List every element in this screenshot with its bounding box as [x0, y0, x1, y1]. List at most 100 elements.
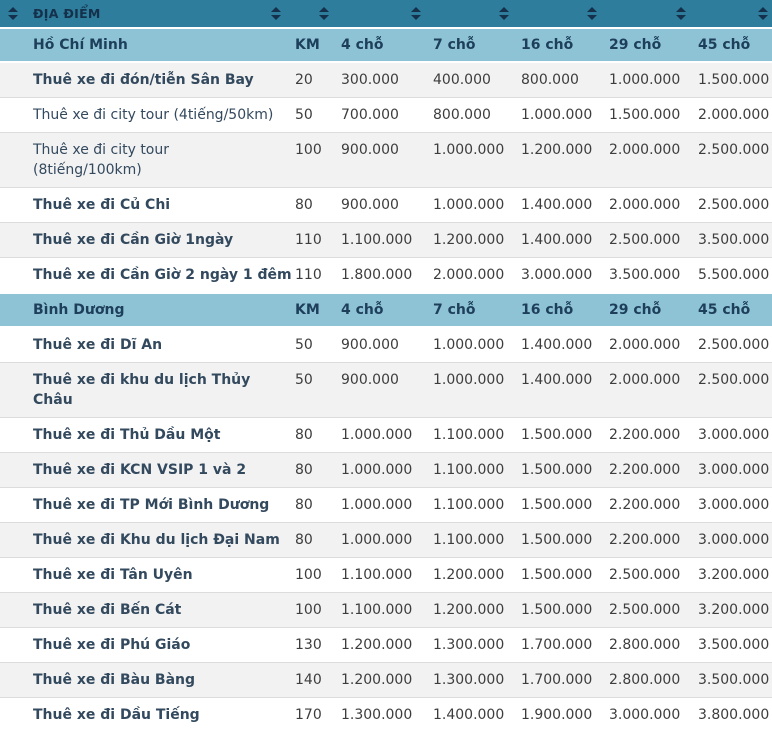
- route-cell: Thuê xe đi KCN VSIP 1 và 2: [0, 453, 293, 488]
- price-cell: 2.000.000: [698, 98, 772, 133]
- price-cell: 3.000.000: [521, 258, 609, 294]
- price-cell: 1.100.000: [433, 523, 521, 558]
- price-cell: 2.200.000: [609, 523, 698, 558]
- price-cell: 1.000.000: [433, 327, 521, 363]
- km-cell: 20: [293, 62, 341, 98]
- price-cell: 700.000: [341, 98, 433, 133]
- sort-header-4-cho[interactable]: [341, 0, 433, 28]
- column-header: 7 chỗ: [433, 28, 521, 62]
- price-cell: 3.000.000: [698, 453, 772, 488]
- price-cell: 1.400.000: [521, 223, 609, 258]
- price-cell: 1.900.000: [521, 698, 609, 732]
- price-cell: 1.500.000: [609, 98, 698, 133]
- price-cell: 2.000.000: [433, 258, 521, 294]
- price-cell: 1.500.000: [521, 558, 609, 593]
- km-cell: 80: [293, 488, 341, 523]
- sort-up-down-icon: [271, 7, 281, 20]
- price-cell: 3.500.000: [609, 258, 698, 294]
- price-cell: 1.000.000: [521, 98, 609, 133]
- route-cell: Thuê xe đi Dầu Tiếng: [0, 698, 293, 732]
- sort-header-location[interactable]: ĐỊA ĐIỂM: [0, 0, 293, 28]
- column-header: 16 chỗ: [521, 28, 609, 62]
- price-cell: 1.200.000: [433, 223, 521, 258]
- column-header: 16 chỗ: [521, 293, 609, 327]
- sort-header-label: ĐỊA ĐIỂM: [33, 6, 101, 21]
- price-cell: 1.400.000: [521, 188, 609, 223]
- price-cell: 1.300.000: [341, 698, 433, 732]
- price-cell: 400.000: [433, 62, 521, 98]
- price-cell: 3.500.000: [698, 628, 772, 663]
- price-cell: 800.000: [433, 98, 521, 133]
- sort-header-45-cho[interactable]: [698, 0, 772, 28]
- price-cell: 3.500.000: [698, 663, 772, 698]
- price-cell: 1.400.000: [521, 327, 609, 363]
- route-cell: Thuê xe đi Phú Giáo: [0, 628, 293, 663]
- price-cell: 3.000.000: [698, 418, 772, 453]
- route-cell: Thuê xe đi Khu du lịch Đại Nam: [0, 523, 293, 558]
- price-cell: 800.000: [521, 62, 609, 98]
- price-cell: 1.800.000: [341, 258, 433, 294]
- column-header: 45 chỗ: [698, 28, 772, 62]
- price-cell: 1.100.000: [341, 558, 433, 593]
- route-cell: Thuê xe đi city tour (4tiếng/50km): [0, 98, 293, 133]
- sort-up-down-icon: [411, 7, 421, 20]
- price-cell: 1.500.000: [521, 418, 609, 453]
- price-cell: 300.000: [341, 62, 433, 98]
- price-cell: 3.500.000: [698, 223, 772, 258]
- price-cell: 2.000.000: [609, 188, 698, 223]
- km-cell: 100: [293, 593, 341, 628]
- price-cell: 2.200.000: [609, 488, 698, 523]
- price-cell: 1.000.000: [341, 523, 433, 558]
- price-cell: 1.300.000: [433, 663, 521, 698]
- price-cell: 3.000.000: [609, 698, 698, 732]
- km-cell: 80: [293, 418, 341, 453]
- km-cell: 100: [293, 558, 341, 593]
- sort-header-16-cho[interactable]: [521, 0, 609, 28]
- sort-header-29-cho[interactable]: [609, 0, 698, 28]
- km-cell: 50: [293, 363, 341, 418]
- column-header: 45 chỗ: [698, 293, 772, 327]
- price-cell: 1.000.000: [341, 488, 433, 523]
- price-cell: 1.200.000: [433, 558, 521, 593]
- price-cell: 1.700.000: [521, 628, 609, 663]
- km-cell: 50: [293, 98, 341, 133]
- price-cell: 1.000.000: [433, 363, 521, 418]
- price-cell: 3.800.000: [698, 698, 772, 732]
- sort-header-7-cho[interactable]: [433, 0, 521, 28]
- sort-header-row: ĐỊA ĐIỂM: [0, 0, 772, 28]
- section-title: Bình Dương: [0, 293, 293, 327]
- price-cell: 1.400.000: [433, 698, 521, 732]
- price-cell: 900.000: [341, 363, 433, 418]
- sort-up-down-icon: [587, 7, 597, 20]
- sort-header-km[interactable]: [293, 0, 341, 28]
- price-cell: 900.000: [341, 133, 433, 188]
- price-cell: 1.100.000: [433, 488, 521, 523]
- price-cell: 2.500.000: [698, 133, 772, 188]
- price-cell: 5.500.000: [698, 258, 772, 294]
- price-cell: 2.800.000: [609, 628, 698, 663]
- price-cell: 2.000.000: [609, 133, 698, 188]
- price-cell: 1.100.000: [341, 593, 433, 628]
- price-cell: 2.500.000: [609, 223, 698, 258]
- price-cell: 1.500.000: [521, 488, 609, 523]
- sort-up-down-icon: [319, 7, 329, 20]
- price-cell: 2.800.000: [609, 663, 698, 698]
- route-cell: Thuê xe đi city tour (8tiếng/100km): [0, 133, 293, 188]
- route-cell: Thuê xe đi TP Mới Bình Dương: [0, 488, 293, 523]
- price-cell: 1.200.000: [433, 593, 521, 628]
- price-cell: 1.500.000: [521, 593, 609, 628]
- price-cell: 1.200.000: [341, 628, 433, 663]
- price-cell: 1.400.000: [521, 363, 609, 418]
